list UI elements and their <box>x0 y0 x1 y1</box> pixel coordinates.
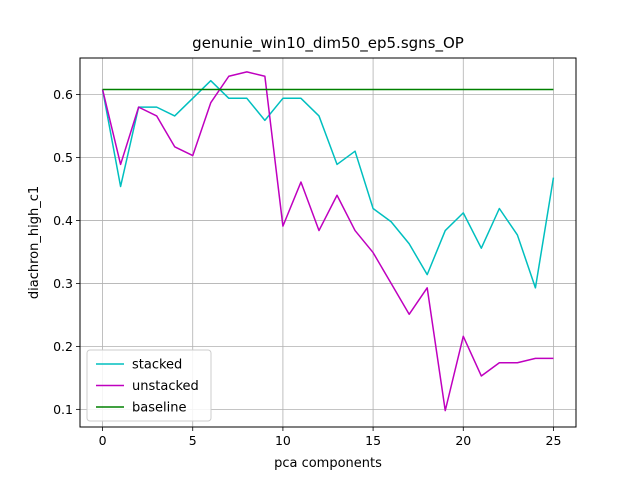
y-tick-label: 0.1 <box>53 402 73 417</box>
legend-label-baseline: baseline <box>132 401 186 416</box>
legend-label-stacked: stacked <box>132 358 182 373</box>
series-lines <box>101 71 555 412</box>
series-line-unstacked <box>101 71 554 412</box>
y-tick-label: 0.5 <box>53 150 73 165</box>
y-tick-label: 0.2 <box>53 339 73 354</box>
x-axis-label: pca components <box>274 456 382 471</box>
y-tick-label: 0.3 <box>53 276 73 291</box>
x-tick-label: 0 <box>99 433 107 448</box>
series-line-stacked <box>101 79 555 289</box>
y-tick-label: 0.4 <box>53 213 73 228</box>
chart-title: genunie_win10_dim50_ep5.sgns_OP <box>192 34 464 53</box>
legend-box <box>86 349 212 422</box>
y-tick-label: 0.6 <box>53 87 73 102</box>
x-tick-label: 10 <box>275 433 291 448</box>
axis-ticks: 0 5 10 15 20 25 0.1 0.2 0.3 0.4 0.5 0.6 <box>53 87 561 448</box>
legend: stacked unstacked baseline <box>86 349 212 422</box>
y-axis-label: diachron_high_c1 <box>27 186 42 299</box>
x-tick-label: 20 <box>455 433 471 448</box>
x-tick-label: 25 <box>546 433 562 448</box>
legend-label-unstacked: unstacked <box>132 379 199 394</box>
x-tick-label: 5 <box>189 433 197 448</box>
plot-frame <box>79 57 577 428</box>
x-tick-label: 15 <box>365 433 381 448</box>
